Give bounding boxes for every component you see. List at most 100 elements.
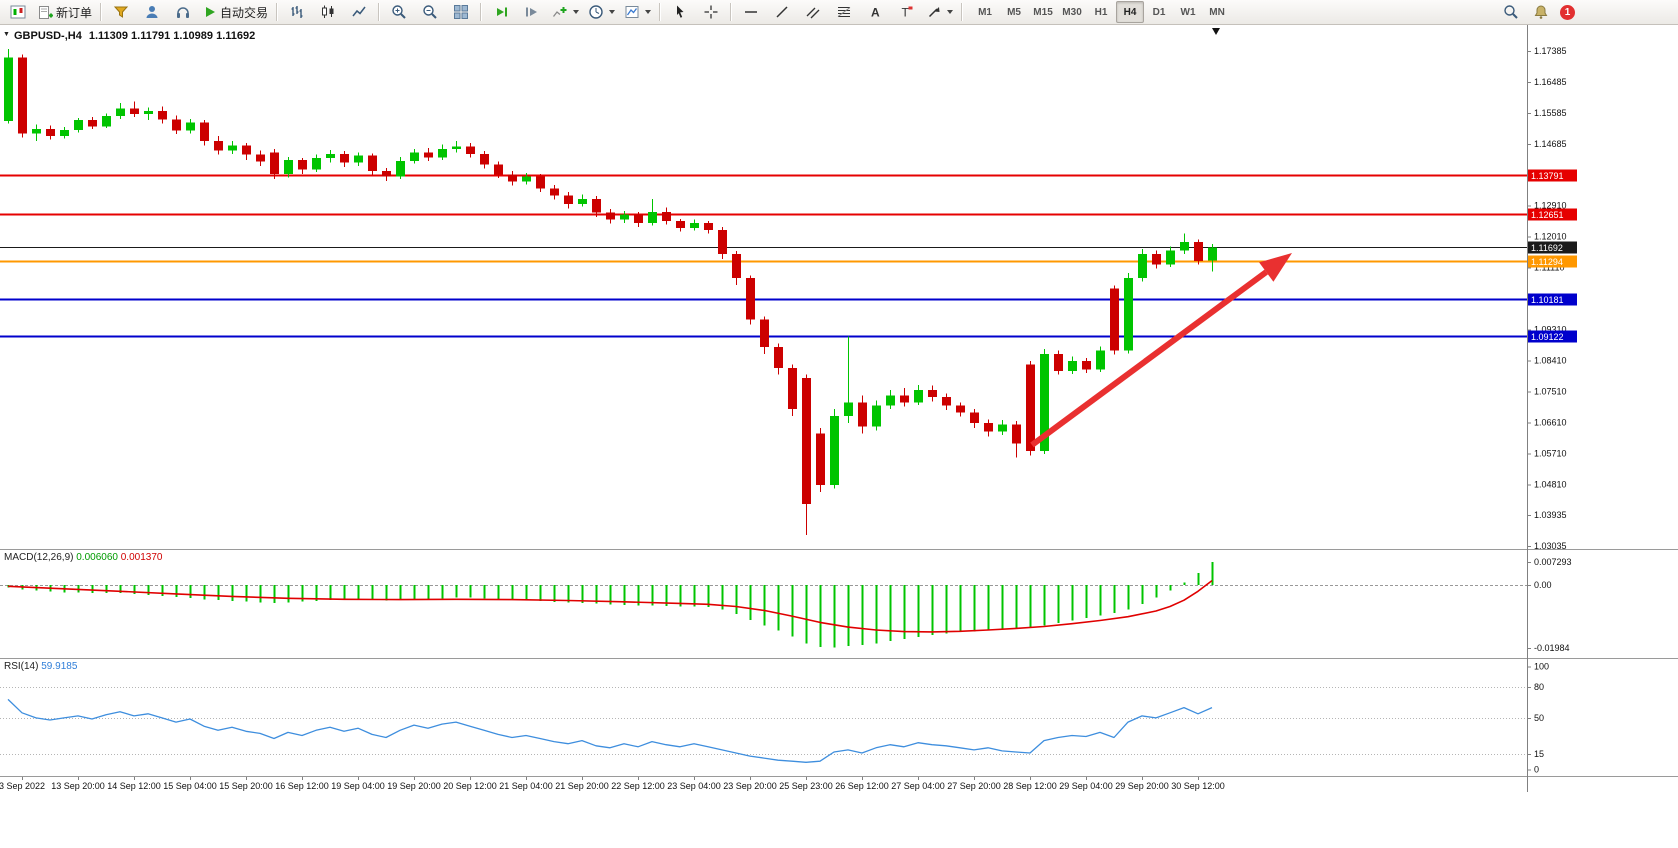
- svg-text:1.12010: 1.12010: [1534, 231, 1567, 241]
- timeframe-m1[interactable]: M1: [978, 6, 992, 18]
- svg-text:15: 15: [1534, 749, 1544, 759]
- timeframe-m15[interactable]: M15: [1033, 6, 1053, 18]
- toolbar-separator: [480, 3, 483, 21]
- crosshair-tool-button[interactable]: [696, 0, 726, 24]
- svg-text:14 Sep 12:00: 14 Sep 12:00: [107, 781, 161, 791]
- svg-text:23 Sep 04:00: 23 Sep 04:00: [667, 781, 721, 791]
- svg-text:1.08410: 1.08410: [1534, 356, 1567, 366]
- one-click-trading-expander[interactable]: ▼: [3, 31, 10, 38]
- new-order-icon: [39, 5, 53, 19]
- arrow-tool-icon: [929, 7, 940, 18]
- profile-icon: [146, 6, 158, 18]
- bell-icon: [1534, 5, 1548, 19]
- app-chart-icon: [10, 5, 26, 19]
- zoom-in-icon: [392, 5, 406, 19]
- zoom-out-button[interactable]: [415, 0, 445, 24]
- toolbar-separator: [659, 3, 662, 21]
- timeframe-group: M1 M5 M15 M30 H1 H4 D1 W1 MN: [971, 1, 1231, 23]
- svg-text:1.04810: 1.04810: [1534, 480, 1567, 490]
- trendline-tool-button[interactable]: [767, 0, 797, 24]
- fibonacci-tool-button[interactable]: [829, 0, 859, 24]
- tile-windows-icon: [454, 5, 469, 19]
- svg-text:19 Sep 20:00: 19 Sep 20:00: [387, 781, 441, 791]
- text-tool-button[interactable]: A: [860, 0, 890, 24]
- svg-text:1.11294: 1.11294: [1531, 257, 1563, 267]
- svg-text:29 Sep 20:00: 29 Sep 20:00: [1115, 781, 1169, 791]
- notifications-button[interactable]: [1526, 0, 1556, 24]
- tester-button[interactable]: [106, 0, 136, 24]
- indicators-icon: [553, 7, 567, 17]
- search-button[interactable]: [1496, 0, 1526, 24]
- rsi-indicator-label: RSI(14) 59.9185: [4, 661, 77, 672]
- svg-text:27 Sep 04:00: 27 Sep 04:00: [891, 781, 945, 791]
- chart-title: GBPUSD-,H4 1.11309 1.11791 1.10989 1.1169…: [14, 30, 255, 42]
- timeframe-h4[interactable]: H4: [1116, 1, 1145, 23]
- label-tool-button[interactable]: T: [891, 0, 921, 24]
- macd-indicator-label: MACD(12,26,9) 0.006060 0.001370: [4, 552, 162, 563]
- new-order-button[interactable]: 新订单: [34, 0, 96, 24]
- svg-text:30 Sep 12:00: 30 Sep 12:00: [1171, 781, 1225, 791]
- tile-windows-button[interactable]: [446, 0, 476, 24]
- toolbar-separator: [730, 3, 733, 21]
- toolbar-right-group: 1: [1496, 0, 1575, 24]
- dropdown-caret-icon: [645, 10, 652, 14]
- bar-chart-button[interactable]: [282, 0, 312, 24]
- hline-tool-button[interactable]: [736, 0, 766, 24]
- zoom-in-button[interactable]: [384, 0, 414, 24]
- dropdown-caret-icon: [609, 10, 616, 14]
- channel-tool-button[interactable]: [798, 0, 828, 24]
- timeframe-d1[interactable]: D1: [1152, 6, 1166, 18]
- chart-shift-button[interactable]: [517, 0, 547, 24]
- svg-text:21 Sep 04:00: 21 Sep 04:00: [499, 781, 553, 791]
- indicators-button[interactable]: [548, 0, 583, 24]
- svg-text:0: 0: [1534, 764, 1539, 774]
- toolbar-separator: [378, 3, 381, 21]
- crosshair-icon: [704, 5, 718, 19]
- svg-text:26 Sep 12:00: 26 Sep 12:00: [835, 781, 889, 791]
- templates-button[interactable]: [620, 0, 655, 24]
- auto-trading-label: 自动交易: [220, 5, 269, 20]
- support-button[interactable]: [168, 0, 198, 24]
- notification-count-badge[interactable]: 1: [1560, 4, 1575, 20]
- macd-signal-value: 0.001370: [120, 552, 163, 563]
- timeframe-m30[interactable]: M30: [1062, 6, 1082, 18]
- macd-name: MACD(12,26,9): [4, 552, 74, 563]
- svg-text:23 Sep 20:00: 23 Sep 20:00: [723, 781, 777, 791]
- dropdown-caret-icon: [573, 10, 580, 14]
- svg-text:3 Sep 2022: 3 Sep 2022: [0, 781, 45, 791]
- svg-text:1.13791: 1.13791: [1531, 171, 1564, 181]
- candlestick-chart-icon: [322, 5, 334, 18]
- svg-text:20 Sep 12:00: 20 Sep 12:00: [443, 781, 497, 791]
- timeframe-w1[interactable]: W1: [1180, 6, 1196, 18]
- arrows-tool-button[interactable]: [922, 0, 957, 24]
- timeframe-m5[interactable]: M5: [1007, 6, 1021, 18]
- app-chart-button[interactable]: [3, 0, 33, 24]
- toolbar-separator: [100, 3, 103, 21]
- svg-text:1.17385: 1.17385: [1534, 46, 1567, 56]
- auto-scroll-button[interactable]: [486, 0, 516, 24]
- auto-trading-button[interactable]: 自动交易: [199, 0, 272, 24]
- line-chart-button[interactable]: [344, 0, 374, 24]
- svg-text:28 Sep 12:00: 28 Sep 12:00: [1003, 781, 1057, 791]
- label-tool-icon: T: [902, 6, 913, 20]
- svg-text:-0.01984: -0.01984: [1534, 643, 1570, 653]
- periods-button[interactable]: [584, 0, 619, 24]
- timeframe-h1[interactable]: H1: [1094, 6, 1108, 18]
- svg-text:0.00: 0.00: [1534, 580, 1552, 590]
- svg-text:100: 100: [1534, 661, 1549, 671]
- timeframe-mn[interactable]: MN: [1209, 6, 1225, 18]
- toolbar-separator: [276, 3, 279, 21]
- svg-text:50: 50: [1534, 713, 1544, 723]
- svg-text:1.07510: 1.07510: [1534, 387, 1567, 397]
- cursor-icon: [677, 5, 684, 18]
- svg-text:1.05710: 1.05710: [1534, 449, 1567, 459]
- profile-button[interactable]: [137, 0, 167, 24]
- toolbar-separator: [961, 3, 964, 21]
- svg-text:25 Sep 23:00: 25 Sep 23:00: [779, 781, 833, 791]
- svg-text:1.09122: 1.09122: [1531, 332, 1564, 342]
- zoom-out-icon: [423, 5, 437, 19]
- toolbar: 新订单 自动交易: [0, 0, 1678, 25]
- candlestick-chart-button[interactable]: [313, 0, 343, 24]
- cursor-tool-button[interactable]: [665, 0, 695, 24]
